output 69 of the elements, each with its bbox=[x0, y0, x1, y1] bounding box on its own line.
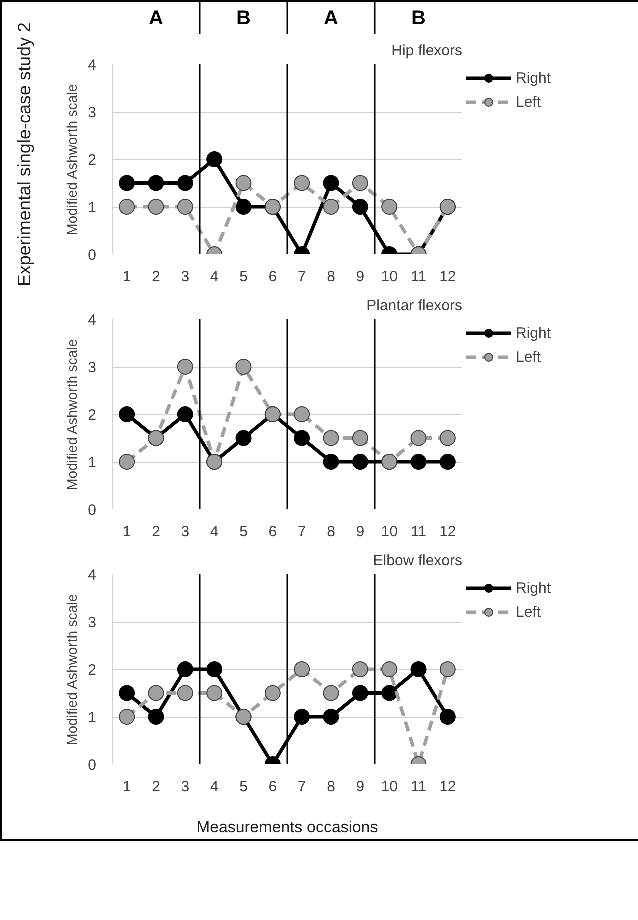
text: B bbox=[412, 8, 426, 30]
x-tick-label: 6 bbox=[268, 524, 278, 540]
y-tick-label: 3 bbox=[88, 360, 96, 376]
text: A bbox=[324, 8, 338, 30]
legend-label: Right bbox=[516, 580, 552, 596]
text: B bbox=[236, 8, 251, 30]
x-tick-label: 5 bbox=[240, 268, 248, 286]
x-tick-label: 4 bbox=[210, 268, 219, 286]
y-tick-label: 2 bbox=[88, 152, 96, 169]
y-tick-label: 3 bbox=[88, 104, 96, 122]
x-tick-label: 7 bbox=[298, 268, 306, 286]
x-tick-label: 10 bbox=[381, 524, 398, 540]
x-tick-label: 2 bbox=[152, 778, 160, 796]
x-tick-label: 10 bbox=[381, 778, 398, 796]
chart-title: Hip flexors bbox=[392, 42, 463, 60]
x-tick-label: 8 bbox=[327, 778, 336, 796]
x-tick-label: 11 bbox=[410, 524, 427, 540]
x-tick-label: 9 bbox=[356, 778, 365, 796]
y-tick-label: 1 bbox=[88, 454, 96, 472]
x-tick-label: 2 bbox=[152, 524, 160, 540]
x-tick-label: 11 bbox=[410, 778, 427, 796]
x-tick-label: 7 bbox=[298, 524, 306, 540]
x-tick-label: 6 bbox=[268, 778, 278, 796]
y-tick-label: 0 bbox=[88, 502, 96, 519]
x-tick-label: 8 bbox=[327, 524, 336, 540]
x-tick-label: 3 bbox=[181, 778, 190, 796]
y-tick-label: 3 bbox=[88, 614, 96, 632]
x-tick-label: 1 bbox=[122, 268, 132, 286]
x-tick-label: 11 bbox=[410, 268, 427, 286]
legend-label: Right bbox=[516, 70, 552, 86]
x-tick-label: 9 bbox=[356, 268, 365, 286]
x-tick-label: 3 bbox=[181, 524, 190, 540]
y-tick-label: 1 bbox=[88, 200, 96, 216]
y-axis-title: Modified Ashworth scale bbox=[64, 84, 80, 236]
x-tick-label: 3 bbox=[181, 268, 190, 286]
x-tick-label: 9 bbox=[356, 524, 365, 540]
x-tick-label: 12 bbox=[440, 778, 456, 796]
legend-label: Right bbox=[516, 324, 552, 342]
y-tick-label: 2 bbox=[88, 662, 96, 679]
y-tick-label: 0 bbox=[88, 757, 96, 774]
x-tick-label: 2 bbox=[152, 268, 160, 286]
x-tick-label: 1 bbox=[122, 778, 132, 796]
y-tick-label: 4 bbox=[88, 312, 96, 329]
x-tick-label: 4 bbox=[210, 778, 219, 796]
chart-title: Elbow flexors bbox=[373, 552, 462, 570]
x-tick-label: 10 bbox=[381, 268, 398, 286]
y-tick-label: 4 bbox=[88, 567, 96, 584]
y-tick-label: 1 bbox=[88, 710, 96, 726]
x-axis-title: Measurements occasions bbox=[196, 820, 378, 836]
x-tick-label: 4 bbox=[210, 524, 219, 540]
text: A bbox=[149, 8, 164, 30]
y-tick-label: 2 bbox=[88, 407, 96, 424]
x-tick-label: 6 bbox=[268, 268, 278, 286]
x-tick-label: 12 bbox=[440, 524, 456, 540]
x-tick-label: 1 bbox=[122, 524, 132, 540]
y-tick-label: 0 bbox=[88, 247, 96, 264]
text: Experimental single-case study 2 bbox=[14, 22, 34, 287]
legend-label: Left bbox=[516, 94, 542, 110]
legend-label: Left bbox=[516, 348, 542, 366]
x-tick-label: 12 bbox=[440, 268, 456, 286]
x-tick-label: 8 bbox=[327, 268, 336, 286]
chart-title: Plantar flexors bbox=[366, 298, 462, 314]
y-axis-title: Modified Ashworth scale bbox=[64, 594, 80, 746]
x-tick-label: 5 bbox=[240, 524, 248, 540]
legend-label: Left bbox=[516, 604, 542, 620]
y-tick-label: 4 bbox=[88, 57, 96, 74]
y-axis-title: Modified Ashworth scale bbox=[64, 339, 80, 490]
x-tick-label: 7 bbox=[298, 778, 306, 796]
x-tick-label: 5 bbox=[240, 778, 248, 796]
